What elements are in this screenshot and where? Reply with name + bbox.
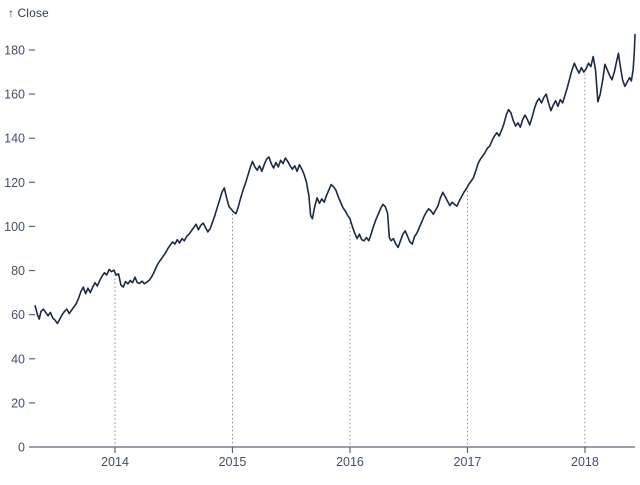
x-axis-label-2015: 2015 bbox=[219, 455, 247, 469]
y-axis-label-160: 160 bbox=[4, 88, 25, 102]
y-axis-title: ↑ Close bbox=[8, 6, 49, 20]
y-axis-label-120: 120 bbox=[4, 176, 25, 190]
y-axis-label-140: 140 bbox=[4, 132, 25, 146]
y-axis-label-40: 40 bbox=[11, 352, 25, 366]
y-axis-label-60: 60 bbox=[11, 308, 25, 322]
y-axis-label-0: 0 bbox=[18, 441, 25, 455]
x-axis-label-2014: 2014 bbox=[101, 455, 129, 469]
x-axis-label-2017: 2017 bbox=[454, 455, 482, 469]
x-axis-label-2016: 2016 bbox=[336, 455, 364, 469]
y-axis-label-180: 180 bbox=[4, 44, 25, 58]
y-axis-label-100: 100 bbox=[4, 220, 25, 234]
y-axis-label-20: 20 bbox=[11, 396, 25, 410]
x-axis-label-2018: 2018 bbox=[571, 455, 599, 469]
y-axis-label-80: 80 bbox=[11, 264, 25, 278]
close-price-line bbox=[34, 33, 636, 325]
